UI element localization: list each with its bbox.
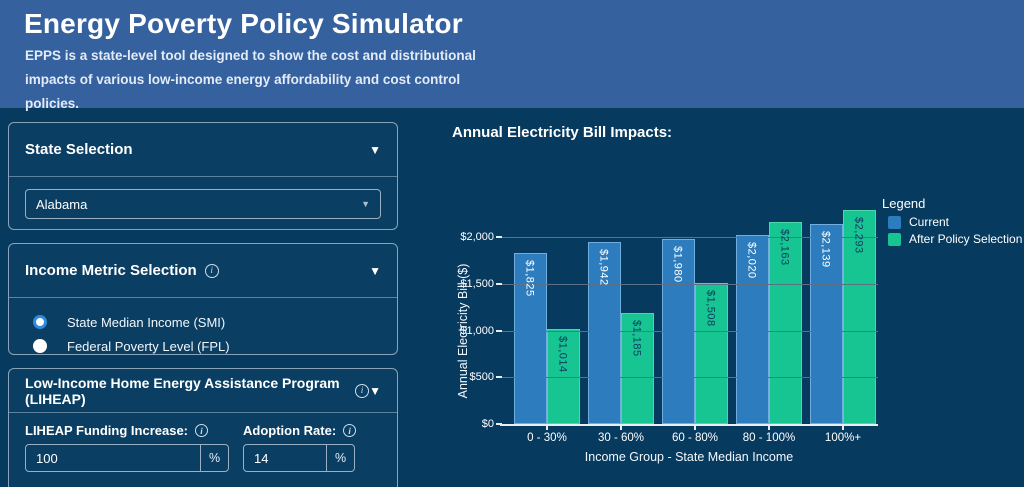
bar-value-label: $1,980 <box>671 245 684 283</box>
liheap-field-labels: LIHEAP Funding Increase: i Adoption Rate… <box>9 413 397 438</box>
radio-option-fpl-label: Federal Poverty Level (FPL) <box>67 338 230 354</box>
adoption-rate-input-group: % <box>243 444 355 472</box>
legend-title: Legend <box>882 196 926 211</box>
bar-value-label: $2,139 <box>819 231 832 268</box>
x-axis-line <box>500 424 878 426</box>
bar-value-label: $1,014 <box>556 336 569 373</box>
bar-after-4 <box>843 209 876 424</box>
x-tick <box>768 426 770 430</box>
y-tick-label: $1,500 <box>460 277 494 290</box>
info-icon[interactable]: i <box>195 424 209 437</box>
state-dropdown-value: Alabama <box>36 196 88 212</box>
bar-value-label: $2,163 <box>778 228 791 266</box>
gridline <box>500 330 878 332</box>
y-tick <box>496 282 502 285</box>
legend-swatch-icon <box>888 232 901 246</box>
legend-item-after-policy-selection[interactable]: After Policy Selection <box>888 232 1022 246</box>
radio-option-fpl[interactable]: Federal Poverty Level (FPL) <box>33 334 397 358</box>
state-dropdown[interactable]: Alabama ▼ <box>25 189 381 219</box>
info-icon[interactable]: i <box>204 263 219 278</box>
liheap-inputs: % % <box>9 438 397 472</box>
x-tick <box>842 426 844 430</box>
chart-legend: Legend Current After Policy Selection <box>882 196 1022 246</box>
y-axis-title: Annual Electricity Bill ($) <box>456 263 470 399</box>
x-axis-title: Income Group - State Median Income <box>584 450 794 464</box>
income-metric-panel: Income Metric Selection i ▼ State Median… <box>8 243 398 355</box>
bar-value-label: $2,293 <box>852 216 865 254</box>
radio-option-smi-label: State Median Income (SMI) <box>67 314 226 330</box>
funding-increase-input[interactable] <box>26 445 200 471</box>
bar-after-3 <box>769 221 802 424</box>
chevron-down-icon[interactable]: ▼ <box>369 142 381 157</box>
page-title: Energy Poverty Policy Simulator <box>24 8 463 39</box>
bar-current-4 <box>810 224 843 424</box>
bar-current-3 <box>736 235 769 424</box>
bill-impacts-chart: Annual Electricity Bill Impacts: $1,825 $… <box>430 110 1024 487</box>
radio-option-smi[interactable]: State Median Income (SMI) <box>33 310 397 334</box>
radio-selected-icon[interactable] <box>33 315 47 329</box>
info-icon[interactable]: i <box>343 424 357 437</box>
x-tick-label: 30 - 60% <box>597 432 645 444</box>
bar-after-1 <box>621 313 654 424</box>
liheap-title: Low-Income Home Energy Assistance Progra… <box>25 374 340 407</box>
bar-value-label: $2,020 <box>745 242 758 279</box>
bar-after-0 <box>547 329 580 424</box>
state-selection-panel: State Selection ▼ Alabama ▼ <box>8 122 398 230</box>
bar-current-1 <box>588 242 621 424</box>
gridline <box>500 283 878 285</box>
income-metric-header[interactable]: Income Metric Selection i ▼ <box>9 244 397 298</box>
x-tick <box>694 426 696 430</box>
bar-value-label: $1,508 <box>704 290 717 327</box>
dropdown-caret-icon: ▼ <box>361 199 370 209</box>
liheap-header[interactable]: Low-Income Home Energy Assistance Progra… <box>9 369 397 413</box>
y-tick <box>496 423 502 425</box>
bar-after-2 <box>695 283 728 424</box>
legend-label: After Policy Selection <box>909 232 1023 246</box>
y-tick-label: $0 <box>481 418 494 430</box>
chevron-down-icon[interactable]: ▼ <box>369 383 381 398</box>
funding-increase-input-group: % <box>25 444 229 472</box>
bar-value-label: $1,825 <box>523 260 536 298</box>
legend-swatch-icon <box>888 215 901 229</box>
gridline <box>500 237 878 238</box>
bar-current-0 <box>514 253 547 424</box>
page-description: EPPS is a state-level tool designed to s… <box>25 48 476 111</box>
chevron-down-icon[interactable]: ▼ <box>369 263 381 278</box>
bar-value-label: $1,185 <box>630 320 643 357</box>
gridline <box>500 377 878 379</box>
legend-item-current[interactable]: Current <box>888 215 1022 229</box>
chart-title: Annual Electricity Bill Impacts: <box>452 124 673 141</box>
x-tick <box>620 426 622 430</box>
info-icon[interactable]: i <box>355 383 370 398</box>
x-tick <box>546 426 548 430</box>
liheap-panel: Low-Income Home Energy Assistance Progra… <box>8 368 398 487</box>
state-selection-header[interactable]: State Selection ▼ <box>9 123 397 177</box>
x-tick-label: 0 - 30% <box>527 432 567 444</box>
adoption-rate-input[interactable] <box>244 445 326 471</box>
y-tick-label: $500 <box>469 371 494 384</box>
legend-label: Current <box>909 215 950 229</box>
state-selection-title: State Selection <box>25 141 133 158</box>
app-header: Energy Poverty Policy Simulator EPPS is … <box>0 0 1024 111</box>
x-tick-label: 100%+ <box>824 432 862 444</box>
income-metric-options: State Median Income (SMI) Federal Povert… <box>9 298 397 358</box>
y-tick <box>496 329 502 332</box>
y-tick-label: $1,000 <box>460 324 494 337</box>
funding-increase-label: LIHEAP Funding Increase: i <box>25 423 243 438</box>
y-tick-label: $2,000 <box>460 231 494 243</box>
adoption-rate-label: Adoption Rate: i <box>243 423 357 438</box>
y-tick <box>496 236 502 238</box>
income-metric-title: Income Metric Selection <box>25 262 197 279</box>
y-tick <box>496 376 502 379</box>
funding-increase-unit: % <box>200 445 228 471</box>
bar-value-label: $1,942 <box>597 249 610 287</box>
radio-unselected-icon[interactable] <box>33 339 47 353</box>
adoption-rate-unit: % <box>326 445 354 471</box>
x-tick-label: 60 - 80% <box>671 432 719 444</box>
x-tick-label: 80 - 100% <box>742 432 796 444</box>
